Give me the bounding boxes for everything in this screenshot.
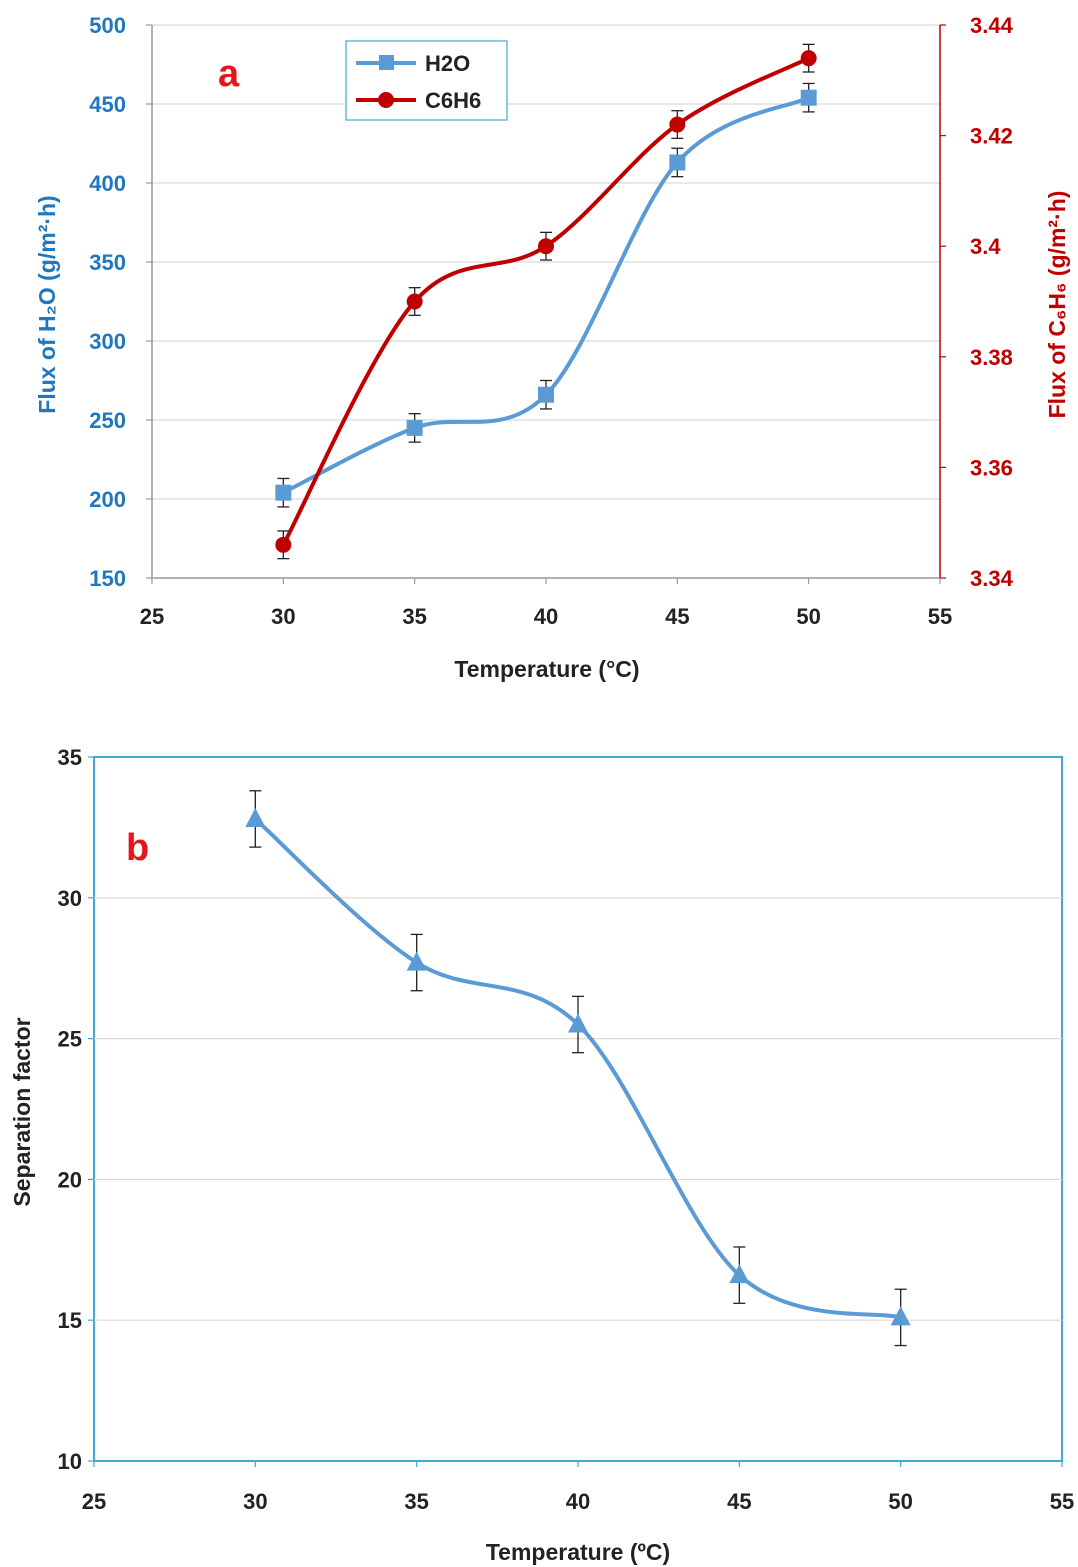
series-h2o-line	[282, 95, 810, 495]
y-right-tick-label: 3.38	[970, 345, 1013, 370]
chart-a: 25 30 35 40 45 50 55 150200250300350400450500 …	[34, 13, 1070, 682]
x-tick-label: 25	[140, 604, 164, 629]
x-tick-label: 45	[727, 1489, 751, 1514]
chart-b-x-tick-labels: 25 30 35 40 45 50 55	[82, 1461, 1074, 1514]
legend-h2o-square-marker	[379, 55, 394, 70]
x-tick-label: 40	[534, 604, 558, 629]
y-right-tick-label: 3.42	[970, 124, 1013, 149]
series-c6h6-point	[538, 238, 554, 255]
y-left-tick-label: 250	[89, 408, 126, 433]
chart-b-panel-label: b	[126, 827, 149, 869]
x-tick-label: 35	[404, 1489, 428, 1514]
chart-a-legend-box	[345, 40, 508, 121]
x-tick-label: 45	[665, 604, 689, 629]
chart-a-panel-label: a	[218, 53, 240, 95]
x-tick-label: 55	[928, 604, 952, 629]
x-tick-label: 55	[1050, 1489, 1074, 1514]
chart-a-series	[275, 43, 817, 560]
series-h2o-point	[406, 419, 423, 436]
series-h2o-point	[275, 484, 292, 501]
series-separation-factor-point	[406, 951, 427, 971]
chart-a-x-axis-label: Temperature (°C)	[454, 656, 639, 682]
y-left-tick-label: 200	[89, 487, 126, 512]
chart-b-frame	[93, 756, 1063, 1462]
y-left-tick-label: 300	[89, 329, 126, 354]
legend-c6h6-circle-marker	[378, 92, 394, 108]
y-left-tick-label: 400	[89, 171, 126, 196]
y-tick-label: 10	[58, 1449, 82, 1474]
x-tick-label: 25	[82, 1489, 106, 1514]
y-right-tick-label: 3.44	[970, 13, 1014, 38]
series-separation-factor-point	[245, 807, 266, 827]
series-c6h6-point	[406, 293, 423, 310]
chart-a-legend: H2O C6H6	[345, 40, 508, 121]
x-tick-label: 30	[271, 604, 295, 629]
chart-a-left-tick-labels: 150 200 250 300 350 400 450 500	[89, 13, 152, 591]
chart-a-gridlines	[152, 24, 940, 500]
y-right-tick-label: 3.34	[970, 566, 1014, 591]
chart-b: 25 30 35 40 45 50 55 10 15 20 25 30 35 b Temperatur…	[9, 745, 1074, 1565]
y-tick-label: 15	[58, 1308, 82, 1333]
chart-a-right-tick-labels: 3.34 3.36 3.38 3.4 3.42 3.44	[940, 13, 1014, 591]
series-h2o-point	[669, 154, 686, 171]
y-right-tick-label: 3.4	[970, 234, 1001, 259]
x-tick-label: 30	[243, 1489, 267, 1514]
chart-a-left-axis-label: Flux of H₂O (g/m²·h)	[34, 195, 60, 413]
y-left-tick-label: 150	[89, 566, 126, 591]
series-h2o-point	[800, 89, 817, 106]
legend-h2o-label: H2O	[425, 51, 470, 76]
x-tick-label: 50	[888, 1489, 912, 1514]
y-left-tick-label: 500	[89, 13, 126, 38]
series-separation-factor-point	[890, 1306, 911, 1326]
series-separation-factor-point	[729, 1264, 750, 1284]
series-c6h6-line	[281, 56, 810, 546]
y-right-tick-label: 3.36	[970, 455, 1013, 480]
chart-a-x-tick-labels: 25 30 35 40 45 50 55	[140, 578, 952, 629]
x-tick-label: 35	[402, 604, 426, 629]
chart-b-y-axis-label: Separation factor	[9, 1017, 35, 1206]
y-tick-label: 25	[58, 1027, 82, 1052]
y-left-tick-label: 450	[89, 92, 126, 117]
y-tick-label: 30	[58, 886, 82, 911]
series-c6h6-point	[800, 50, 817, 67]
y-left-tick-label: 350	[89, 250, 126, 275]
chart-b-x-axis-label: Temperature (ºC)	[486, 1539, 670, 1565]
y-tick-label: 35	[58, 745, 82, 770]
chart-a-right-axis-label: Flux of C₆H₆ (g/m²·h)	[1044, 191, 1070, 419]
chart-b-series	[245, 790, 911, 1347]
x-tick-label: 50	[796, 604, 820, 629]
series-h2o-point	[538, 386, 554, 403]
chart-b-gridlines	[94, 897, 1062, 1321]
series-separation-factor-line	[254, 817, 902, 1320]
chart-b-y-tick-labels: 10 15 20 25 30 35	[58, 745, 94, 1474]
series-separation-factor-point	[568, 1013, 588, 1033]
legend-c6h6-label: C6H6	[425, 88, 481, 113]
x-tick-label: 40	[566, 1489, 590, 1514]
series-c6h6-point	[669, 116, 686, 133]
series-c6h6-point	[275, 536, 292, 553]
y-tick-label: 20	[58, 1167, 82, 1192]
